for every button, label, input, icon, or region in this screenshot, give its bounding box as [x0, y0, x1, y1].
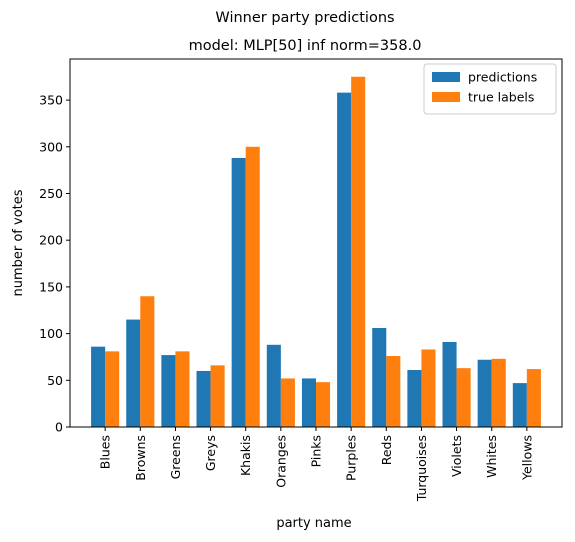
legend-swatch-1 — [432, 92, 460, 102]
y-axis-label: number of votes — [11, 189, 26, 296]
bar-predictions-oranges — [266, 344, 281, 427]
y-tick-label: 300 — [39, 139, 63, 154]
x-tick-label-yellows: Yellows — [519, 435, 534, 481]
x-tick-label-pinks: Pinks — [309, 435, 324, 467]
legend-swatch-0 — [432, 72, 460, 82]
bar-true-labels-oranges — [280, 378, 295, 427]
bar-predictions-greens — [161, 355, 176, 427]
bar-true-labels-yellows — [526, 369, 541, 427]
bar-true-labels-greys — [210, 365, 225, 427]
x-axis-label: party name — [276, 516, 351, 531]
bar-predictions-browns — [126, 319, 141, 427]
bars-group — [91, 76, 541, 428]
bar-true-labels-greens — [175, 351, 190, 427]
x-tick-label-violets: Violets — [449, 435, 464, 477]
x-tick-label-turquoises: Turquoises — [414, 435, 429, 502]
y-tick-label: 250 — [39, 186, 63, 201]
bar-true-labels-purples — [351, 76, 366, 428]
chart-suptitle: Winner party predictions — [215, 10, 394, 26]
bar-true-labels-pinks — [316, 382, 331, 427]
legend-label-1: true labels — [468, 90, 534, 105]
chart-title: model: MLP[50] inf norm=358.0 — [189, 38, 422, 54]
bar-predictions-khakis — [231, 158, 246, 428]
x-tick-label-purples: Purples — [344, 435, 359, 481]
y-tick-label: 350 — [39, 93, 63, 108]
bar-predictions-turquoises — [407, 370, 422, 427]
y-axis: 0 50 100 150 200 250 300 350 — [39, 93, 70, 435]
x-axis: Blues Browns Greens Greys Khakis Oranges Pinks… — [98, 427, 534, 502]
y-tick-label: 100 — [39, 326, 63, 341]
y-tick-label: 0 — [55, 420, 63, 435]
bar-true-labels-violets — [456, 368, 471, 427]
x-tick-label-khakis: Khakis — [238, 435, 253, 476]
legend-label-0: predictions — [468, 70, 537, 85]
bar-true-labels-browns — [140, 296, 155, 427]
x-tick-label-browns: Browns — [133, 435, 148, 481]
bar-predictions-whites — [477, 359, 492, 427]
bar-true-labels-blues — [105, 351, 120, 427]
x-tick-label-blues: Blues — [98, 435, 113, 469]
plot-frame — [69, 58, 563, 428]
x-tick-label-whites: Whites — [484, 435, 499, 478]
y-tick-label: 150 — [39, 279, 63, 294]
bar-predictions-reds — [372, 327, 387, 427]
bar-true-labels-whites — [491, 358, 506, 427]
bar-true-labels-turquoises — [421, 349, 436, 427]
x-tick-label-greys: Greys — [203, 435, 218, 471]
y-tick-label: 50 — [47, 373, 63, 388]
x-tick-label-greens: Greens — [168, 435, 183, 479]
bar-predictions-violets — [442, 342, 457, 427]
x-tick-label-oranges: Oranges — [273, 435, 288, 488]
bar-predictions-greys — [196, 370, 211, 427]
y-tick-label: 200 — [39, 233, 63, 248]
bar-true-labels-reds — [386, 356, 401, 427]
bar-predictions-purples — [337, 92, 352, 428]
bar-predictions-pinks — [301, 378, 316, 427]
legend: predictions true labels — [423, 63, 557, 115]
x-tick-label-reds: Reds — [379, 435, 394, 465]
bar-predictions-yellows — [512, 383, 527, 427]
bar-true-labels-khakis — [245, 146, 260, 428]
bar-predictions-blues — [91, 346, 106, 427]
